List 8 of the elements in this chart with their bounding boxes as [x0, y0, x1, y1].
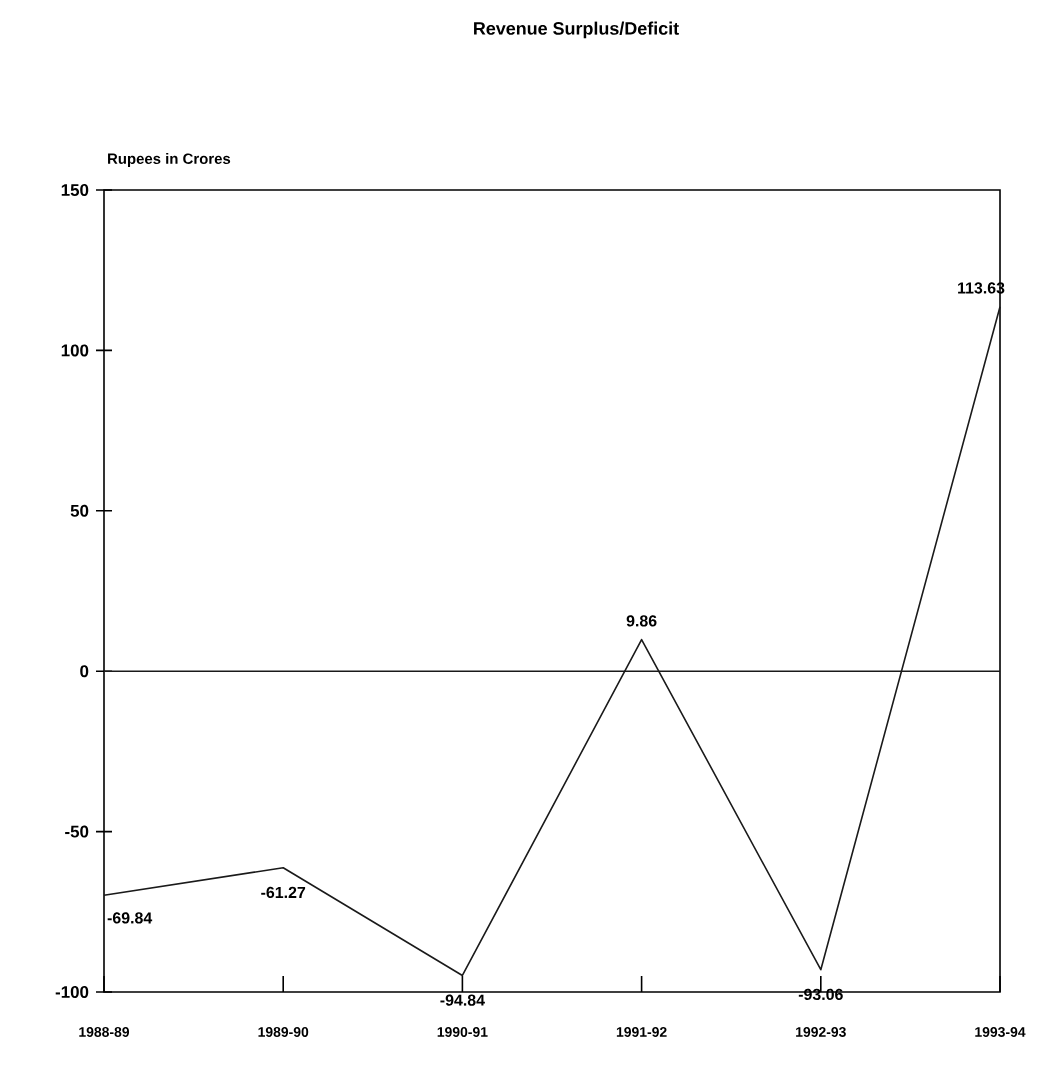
line-series [103, 305, 1001, 977]
y-tick-label: 100 [61, 344, 89, 357]
y-tick-label: -100 [55, 986, 89, 998]
y-tick-label: -50 [65, 825, 89, 838]
chart-title: Revenue Surplus/Deficit [474, 21, 679, 39]
y-tick-label: 0 [80, 665, 89, 678]
y-tick-label: 150 [61, 184, 89, 196]
y-tick-label: 50 [70, 504, 89, 517]
